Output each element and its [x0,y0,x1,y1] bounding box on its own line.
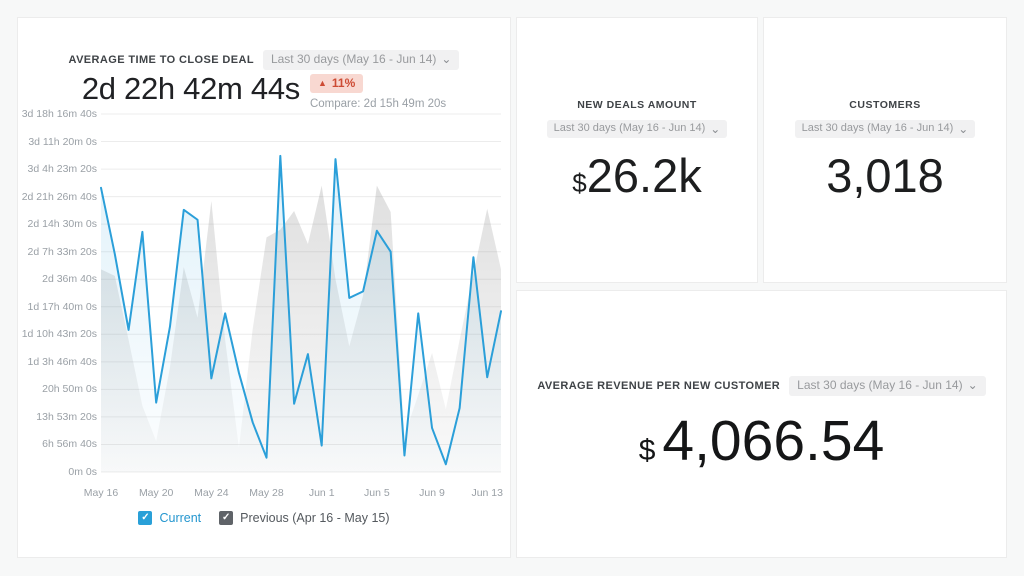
y-axis-label: 6h 56m 40s [42,438,97,451]
x-axis-label: Jun 1 [308,487,335,499]
value-number: 4,066.54 [662,409,885,474]
y-axis-label: 2d 14h 30m 0s [27,218,97,231]
x-axis-label: May 20 [138,487,174,499]
legend-item-previous[interactable]: ✓ Previous (Apr 16 - May 15) [219,511,390,525]
time-to-close-chart[interactable] [100,113,502,473]
legend-item-current[interactable]: ✓ Current [138,511,201,525]
y-axis: 3d 18h 16m 40s 3d 11h 20m 0s 3d 4h 23m 20s… [20,108,100,478]
headline-value: 2d 22h 42m 44s [81,71,300,106]
card-title: AVERAGE REVENUE PER NEW CUSTOMER [537,380,781,393]
x-axis: May 16 May 20 May 24 May 28 Jun 1 Jun 5 Jun 9 J… [84,487,503,501]
delta-badge: ▲ 11% [309,74,364,94]
legend-label: Previous (Apr 16 - May 15) [240,511,390,525]
delta-column: ▲ 11% Compare: 2d 15h 49m 20s [309,71,447,111]
average-time-to-close-card: AVERAGE TIME TO CLOSE DEAL Last 30 days … [17,17,511,558]
card-header: AVERAGE TIME TO CLOSE DEAL Last 30 days … [18,50,510,70]
card-header: AVERAGE REVENUE PER NEW CUSTOMER Last 30… [537,376,986,397]
avg-revenue-range-dropdown[interactable]: Last 30 days (May 16 - Jun 14) ⌄ [789,376,986,397]
checkbox-checked-icon[interactable]: ✓ [138,511,153,525]
currency-symbol: $ [572,168,587,199]
y-axis-label: 2d 36m 40s [42,273,97,286]
currency-symbol: $ [638,434,656,468]
y-axis-label: 1d 17h 40m 0s [27,300,97,313]
average-revenue-card: AVERAGE REVENUE PER NEW CUSTOMER Last 30… [516,290,1007,558]
y-axis-label: 1d 3h 46m 40s [27,355,97,368]
chevron-down-icon: ⌄ [967,377,978,392]
current-line [100,154,502,466]
x-axis-label: Jun 9 [419,487,445,499]
customers-card: CUSTOMERS Last 30 days (May 16 - Jun 14)… [763,17,1007,283]
new-deals-range-dropdown[interactable]: Last 30 days (May 16 - Jun 14) ⌄ [546,120,728,139]
value-number: 26.2k [586,149,702,203]
y-axis-label: 3d 18h 16m 40s [21,108,97,120]
chevron-down-icon: ⌄ [710,121,721,136]
customers-value: 3,018 [826,149,944,203]
legend-label: Current [159,511,202,525]
range-label: Last 30 days (May 16 - Jun 14) [801,122,954,135]
y-axis-label: 0m 0s [68,466,97,478]
card-title: AVERAGE TIME TO CLOSE DEAL [68,54,254,66]
range-label: Last 30 days (May 16 - Jun 14) [270,52,437,66]
x-axis-label: Jun 5 [364,487,390,499]
chart-legend: ✓ Current ✓ Previous (Apr 16 - May 15) [18,511,510,525]
new-deals-amount-card: NEW DEALS AMOUNT Last 30 days (May 16 - … [516,17,758,283]
chevron-down-icon: ⌄ [441,51,452,66]
delta-value: 11% [331,76,356,90]
y-axis-label: 13h 53m 20s [36,410,97,423]
current-area [101,155,501,473]
range-label: Last 30 days (May 16 - Jun 14) [553,122,706,135]
x-axis-label: May 16 [83,487,119,499]
y-axis-label: 3d 4h 23m 20s [27,163,97,176]
compare-label: Compare: 2d 15h 49m 20s [309,98,447,111]
y-axis-label: 2d 7h 33m 20s [27,245,97,258]
x-axis-label: May 28 [249,487,284,499]
range-label: Last 30 days (May 16 - Jun 14) [797,378,963,393]
y-axis-label: 1d 10h 43m 20s [21,328,97,341]
y-axis-label: 3d 11h 20m 0s [28,135,97,148]
y-axis-label: 2d 21h 26m 40s [21,190,97,203]
customers-range-dropdown[interactable]: Last 30 days (May 16 - Jun 14) ⌄ [794,120,976,139]
x-axis-label: May 24 [194,487,229,499]
new-deals-value: $26.2k [572,151,701,200]
headline-row: 2d 22h 42m 44s ▲ 11% Compare: 2d 15h 49m… [18,71,510,110]
time-to-close-range-dropdown[interactable]: Last 30 days (May 16 - Jun 14) ⌄ [262,50,460,70]
y-axis-label: 20h 50m 0s [42,383,97,396]
triangle-up-icon: ▲ [317,77,327,88]
avg-revenue-value: $4,066.54 [638,409,885,474]
card-title: CUSTOMERS [849,99,921,112]
checkbox-checked-icon[interactable]: ✓ [219,511,234,525]
chevron-down-icon: ⌄ [958,121,969,136]
card-title: NEW DEALS AMOUNT [577,99,697,112]
x-axis-label: Jun 13 [471,487,503,499]
